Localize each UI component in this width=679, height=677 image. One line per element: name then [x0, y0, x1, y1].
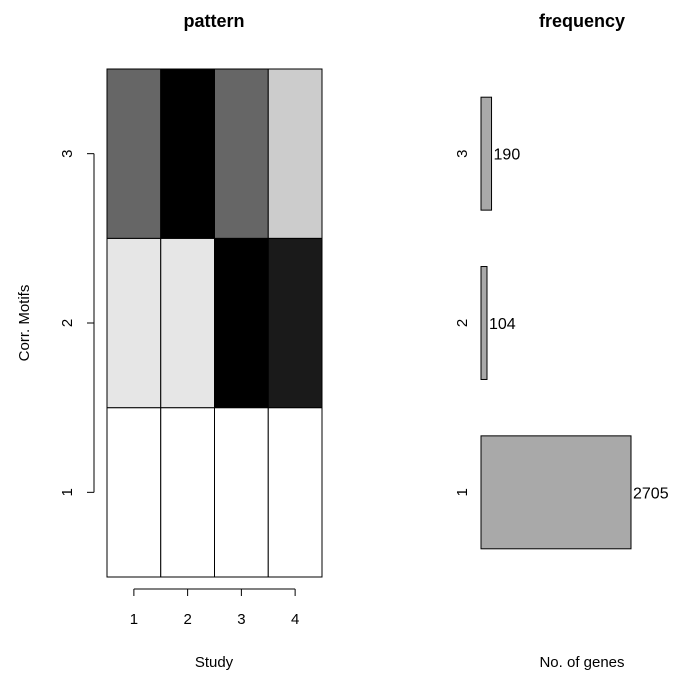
- frequency-title: frequency: [539, 11, 625, 31]
- pattern-heatmap: [107, 69, 322, 577]
- study-axis-label: Study: [195, 654, 234, 671]
- heatmap-cell: [268, 69, 322, 238]
- frequency-bar: [481, 436, 631, 549]
- corr-motifs-tick-label: 2: [59, 319, 76, 327]
- pattern-title: pattern: [183, 11, 244, 31]
- heatmap-cell: [107, 408, 161, 577]
- frequency-bar: [481, 267, 487, 380]
- frequency-bar: [481, 97, 492, 210]
- heatmap-cell: [215, 69, 269, 238]
- heatmap-cell: [215, 408, 269, 577]
- heatmap-cell: [107, 238, 161, 407]
- frequency-category-label: 3: [454, 149, 471, 157]
- heatmap-cell: [161, 408, 215, 577]
- study-tick-label: 3: [237, 611, 245, 628]
- heatmap-cell: [107, 69, 161, 238]
- heatmap-cell: [268, 408, 322, 577]
- frequency-value-label: 190: [494, 147, 521, 164]
- corr-motifs-axis: 1 2 3: [59, 149, 94, 496]
- heatmap-cell: [161, 69, 215, 238]
- frequency-bars: 2705 1 104 2 190 3: [454, 97, 669, 549]
- study-tick-label: 1: [130, 611, 138, 628]
- frequency-value-label: 104: [489, 316, 516, 333]
- frequency-category-label: 1: [454, 488, 471, 496]
- heatmap-cell: [268, 238, 322, 407]
- frequency-value-label: 2705: [633, 485, 669, 502]
- heatmap-cell: [215, 238, 269, 407]
- genes-axis-label: No. of genes: [539, 654, 624, 671]
- frequency-category-label: 2: [454, 319, 471, 327]
- study-tick-label: 2: [183, 611, 191, 628]
- study-axis: 1 2 3 4: [130, 589, 300, 628]
- corr-motifs-tick-label: 1: [59, 488, 76, 496]
- corr-motifs-axis-label: Corr. Motifs: [16, 285, 33, 362]
- heatmap-cell: [161, 238, 215, 407]
- corr-motifs-tick-label: 3: [59, 149, 76, 157]
- study-tick-label: 4: [291, 611, 299, 628]
